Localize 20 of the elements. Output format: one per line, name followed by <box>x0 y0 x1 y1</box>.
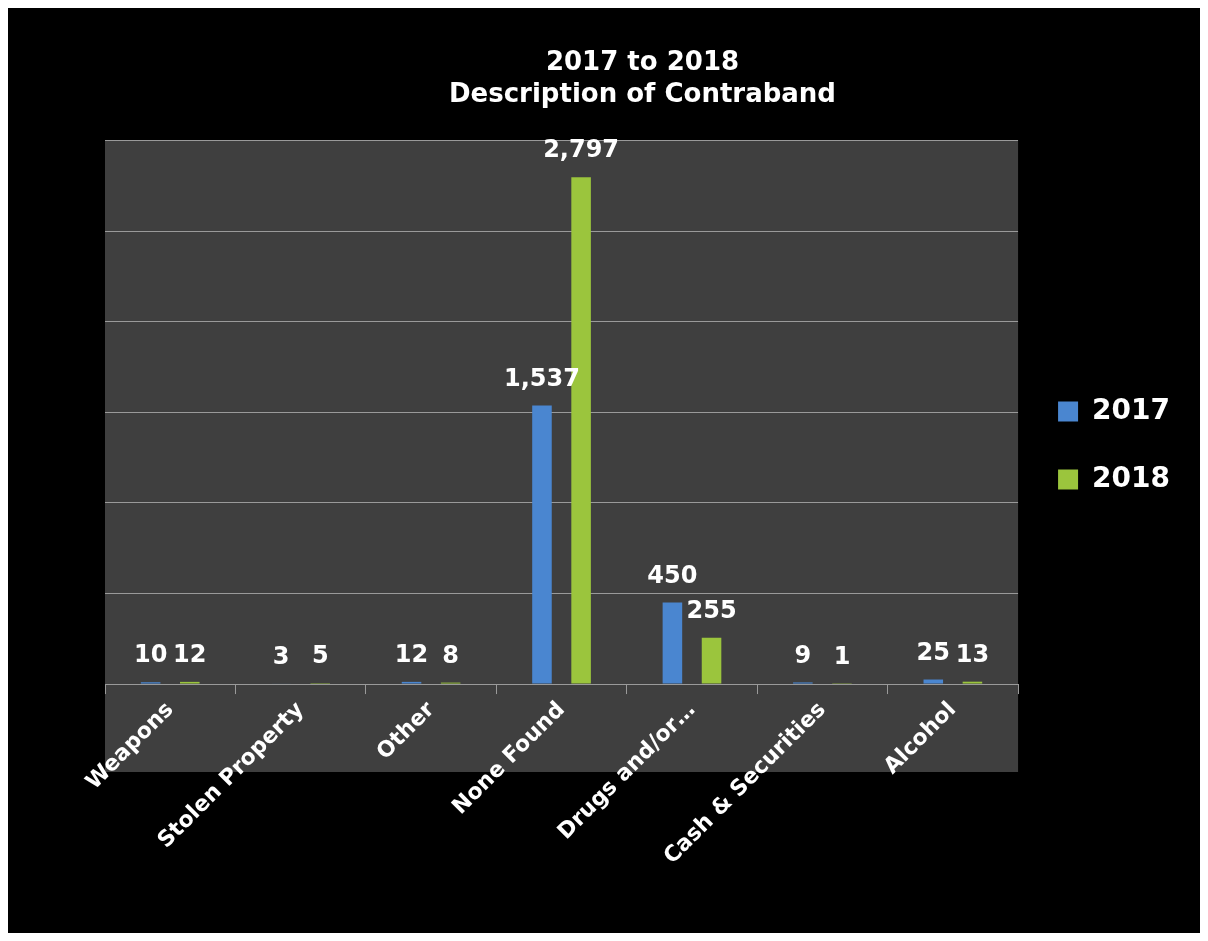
data-label: 12 <box>394 640 429 669</box>
data-label: 2,797 <box>543 135 620 164</box>
data-label: 255 <box>686 596 737 625</box>
data-label: 9 <box>794 640 812 669</box>
data-label: 1 <box>833 642 851 671</box>
data-label: 25 <box>916 637 950 666</box>
data-label: 12 <box>173 640 207 669</box>
data-label: 8 <box>442 640 460 669</box>
chart-title: 2017 to 2018 Description of Contraband <box>449 46 836 108</box>
data-label: 13 <box>955 639 990 668</box>
data-label: 3 <box>272 641 290 670</box>
bar <box>532 405 552 684</box>
bar <box>923 679 944 684</box>
legend-label: 2017 <box>1092 392 1171 426</box>
data-label: 450 <box>647 560 698 589</box>
bar <box>662 602 683 684</box>
data-label: 5 <box>311 641 329 670</box>
legend-label: 2018 <box>1092 460 1171 494</box>
bar <box>701 637 722 684</box>
data-label: 10 <box>133 640 168 669</box>
